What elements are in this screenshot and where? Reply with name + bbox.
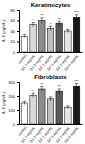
bar [39, 89, 46, 124]
annotation: * [50, 22, 52, 27]
bars [21, 83, 80, 124]
error-bar [40, 86, 43, 91]
annotation: * [32, 18, 34, 23]
tick-label: G3 5 mg/mL [64, 54, 80, 72]
axis-line [17, 11, 20, 53]
bar [30, 95, 37, 124]
tick: 20 [11, 39, 19, 44]
tick-label: 20 [11, 39, 16, 44]
tick-mark [17, 96, 19, 97]
title: Keratinocytes [31, 2, 71, 8]
panel: *********020406080controlG1 1 mg/mLG1 5 … [1, 2, 83, 72]
error-bar [31, 93, 34, 97]
bar [73, 17, 80, 52]
tick: G3 5 mg/mL [64, 124, 80, 144]
bar [47, 99, 54, 124]
y-label: IL-6 (pg/mL) [1, 19, 6, 41]
tick: 300 [8, 80, 19, 85]
tick: 0 [13, 122, 19, 127]
tick-label: 40 [11, 29, 16, 34]
error-bar [58, 89, 61, 93]
title: Fibroblasts [34, 74, 67, 80]
error-bar [40, 18, 43, 23]
axis-line [20, 52, 83, 53]
bar [65, 31, 72, 52]
tick-mark [17, 82, 19, 83]
error-bar [23, 101, 26, 104]
annotation: ** [40, 13, 44, 18]
annotation: *** [74, 79, 79, 84]
axis-line [20, 124, 83, 125]
tick: G3 5 mg/mL [64, 52, 80, 72]
error-bar [58, 21, 61, 25]
tick-label: 0 [13, 122, 16, 127]
tick-label: 100 [8, 108, 15, 113]
annotation: ** [58, 84, 62, 89]
bar [56, 91, 63, 124]
figure: *********020406080controlG1 1 mg/mLG1 5 … [0, 0, 85, 144]
tick: 0 [13, 50, 19, 55]
annotation: ** [40, 82, 44, 87]
error-bar [75, 15, 78, 20]
tick-label: G3 5 mg/mL [64, 126, 80, 144]
annotation: * [32, 89, 34, 94]
tick-mark [17, 31, 19, 32]
tick-label: 80 [11, 8, 16, 13]
tick-label: 300 [8, 80, 15, 85]
tick: 60 [11, 18, 19, 23]
tick-label: 0 [13, 50, 16, 55]
tick-label: 60 [11, 18, 16, 23]
bar [47, 28, 54, 52]
tick-mark [17, 124, 19, 125]
x-axis: controlG1 1 mg/mLG1 5 mg/mLG2 1 mg/mLG2 … [17, 52, 82, 72]
error-bar [49, 97, 52, 101]
error-bar [23, 35, 26, 38]
tick-mark [17, 21, 19, 22]
annotation: *** [74, 10, 79, 15]
tick-mark [17, 10, 19, 11]
error-bar [66, 29, 69, 32]
plot: *********020406080controlG1 1 mg/mLG1 5 … [11, 8, 83, 72]
tick: 100 [8, 108, 19, 113]
tick-label: 200 [8, 94, 15, 99]
y-axis: 0 100 200 300 [8, 80, 19, 127]
error-bar [66, 106, 69, 109]
bar [39, 21, 46, 53]
bar [21, 36, 28, 52]
tick-mark [17, 110, 19, 111]
axis-line [17, 83, 20, 125]
tick-mark [17, 52, 19, 53]
y-label: IL-6 (pg/mL) [1, 91, 6, 113]
bar [30, 25, 37, 52]
tick: 40 [11, 29, 19, 34]
x-axis: controlG1 1 mg/mLG1 5 mg/mLG2 1 mg/mLG2 … [17, 124, 82, 144]
error-bar [31, 23, 34, 27]
tick-mark [17, 42, 19, 43]
bars [21, 15, 80, 52]
tick: 80 [11, 8, 19, 13]
panel: ********0100200300controlG1 1 mg/mLG1 5 … [1, 74, 83, 144]
bar [65, 107, 72, 124]
y-axis: 0 20 40 60 80 [11, 8, 20, 55]
tick: 200 [8, 94, 19, 99]
error-bar [75, 83, 78, 89]
bar [73, 86, 80, 124]
bar [56, 23, 63, 52]
error-bar [49, 26, 52, 30]
annotation: ** [58, 17, 62, 22]
plot: ********0100200300controlG1 1 mg/mLG1 5 … [8, 79, 82, 144]
bar [21, 103, 28, 124]
